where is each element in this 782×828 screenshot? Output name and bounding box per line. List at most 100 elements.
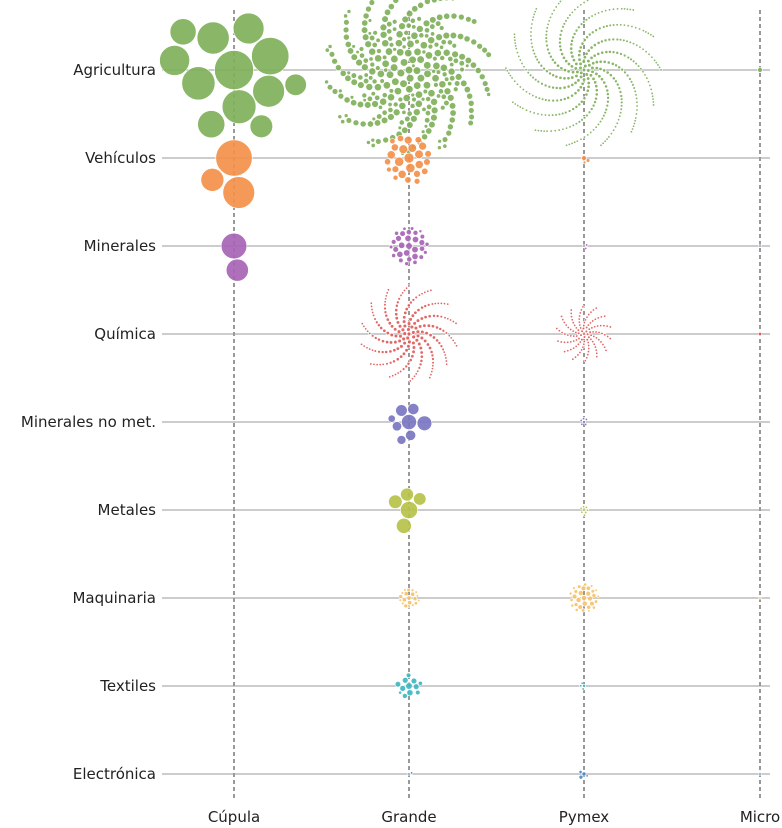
bubble-agricultura-grande xyxy=(392,26,398,32)
bubble-quimica-grande xyxy=(373,349,377,353)
bubble-agricultura-pymex xyxy=(592,53,597,58)
bubble-quimica-pymex xyxy=(585,338,589,342)
bubble-quimica-grande xyxy=(396,371,400,375)
bubble-agricultura-pymex xyxy=(515,51,519,55)
bubble-agricultura-pymex xyxy=(561,127,565,131)
bubble-quimica-grande xyxy=(432,335,436,340)
bubble-electronica-grande xyxy=(407,772,411,776)
bubble-quimica-pymex xyxy=(560,314,564,318)
bubble-agricultura-grande xyxy=(359,120,367,128)
bubble-agricultura-pymex xyxy=(543,113,547,117)
bubble-quimica-pymex xyxy=(575,334,579,338)
bubble-agricultura-grande xyxy=(409,103,416,109)
cell-metales-grande xyxy=(388,487,427,534)
bubble-quimica-grande xyxy=(388,340,394,345)
bubble-minerales-grande xyxy=(398,257,404,263)
bubble-agricultura-grande xyxy=(458,60,465,67)
bubble-agricultura-grande xyxy=(409,17,416,24)
bubble-agricultura-pymex xyxy=(536,112,540,116)
bubble-quimica-pymex xyxy=(582,339,586,343)
bubble-agricultura-pymex xyxy=(566,84,571,89)
bubble-agricultura-pymex xyxy=(593,12,597,16)
bubble-maquinaria-pymex xyxy=(592,605,596,610)
bubble-quimica-grande xyxy=(373,317,377,321)
bubble-quimica-grande xyxy=(415,333,421,338)
bubble-agricultura-pymex xyxy=(575,139,579,143)
bubble-quimica-pymex xyxy=(556,339,560,343)
bubble-quimica-pymex xyxy=(594,306,598,310)
bubble-metales-grande xyxy=(413,492,427,506)
bubble-agricultura-grande xyxy=(449,109,457,117)
bubble-agricultura-pymex xyxy=(614,125,618,129)
bubble-quimica-grande xyxy=(428,333,433,338)
bubble-quimica-grande xyxy=(420,329,425,335)
bubble-agricultura-grande xyxy=(408,55,417,64)
cell-quimica-micro xyxy=(758,332,762,336)
bubble-agricultura-pymex xyxy=(647,52,651,56)
bubble-minerales-no-met-grande xyxy=(395,404,408,417)
bubble-maquinaria-pymex xyxy=(578,590,584,596)
bubble-agricultura-pymex xyxy=(529,34,533,38)
bubble-quimica-grande xyxy=(368,347,372,351)
bubble-agricultura-grande xyxy=(432,61,441,70)
bubble-quimica-pymex xyxy=(572,346,576,350)
bubble-agricultura-pymex xyxy=(601,141,605,145)
bubble-minerales-grande xyxy=(419,233,425,240)
bubble-quimica-grande xyxy=(391,374,395,378)
bubble-quimica-grande xyxy=(414,338,419,343)
bubble-agricultura-pymex xyxy=(603,139,607,143)
bubble-agricultura-grande xyxy=(463,35,471,43)
bubble-textiles-grande xyxy=(402,677,409,684)
bubble-quimica-grande xyxy=(379,326,384,330)
bubble-agricultura-grande xyxy=(430,98,438,106)
bubble-agricultura-grande xyxy=(344,40,352,48)
bubble-quimica-grande xyxy=(443,302,447,306)
bubble-agricultura-pymex xyxy=(620,7,624,11)
bubble-quimica-pymex xyxy=(589,337,593,341)
bubble-textiles-pymex xyxy=(580,681,584,685)
bubble-agricultura-pymex xyxy=(554,86,559,90)
bubble-agricultura-pymex xyxy=(513,35,517,39)
bubble-minerales-pymex xyxy=(584,246,588,250)
bubble-minerales-grande xyxy=(392,246,399,253)
bubble-agricultura-grande xyxy=(335,64,342,71)
bubble-maquinaria-pymex xyxy=(590,589,595,594)
bubble-agricultura-grande xyxy=(376,48,382,54)
bubble-agricultura-pymex xyxy=(579,99,584,104)
bubble-agricultura-grande xyxy=(365,83,374,91)
bubble-agricultura-grande xyxy=(364,101,372,109)
bubble-maquinaria-pymex xyxy=(570,603,575,608)
bubble-agricultura-grande xyxy=(481,46,488,54)
bubble-quimica-grande xyxy=(393,333,399,339)
bubble-vehiculos-grande xyxy=(391,165,400,173)
bubble-maquinaria-pymex xyxy=(586,604,592,610)
bubble-agricultura-pymex xyxy=(532,12,536,16)
bubble-maquinaria-micro xyxy=(758,596,762,600)
bubble-agricultura-pymex xyxy=(582,0,586,5)
bubble-agricultura-grande xyxy=(387,35,394,42)
bubble-metales-pymex xyxy=(582,505,586,509)
bubble-maquinaria-pymex xyxy=(573,589,578,594)
bubble-minerales-grande xyxy=(411,253,419,260)
bubble-agricultura-pymex xyxy=(602,80,607,85)
bubble-agricultura-pymex xyxy=(554,5,558,9)
bubble-agricultura-pymex xyxy=(616,7,620,11)
bubble-agricultura-pymex xyxy=(618,114,622,118)
bubble-minerales-no-met-pymex xyxy=(579,418,583,422)
bubble-agricultura-grande xyxy=(399,79,408,88)
bubble-quimica-pymex xyxy=(569,340,573,344)
bubble-agricultura-pymex xyxy=(513,102,517,106)
bubble-quimica-pymex xyxy=(592,334,596,338)
bubble-agricultura-pymex xyxy=(557,2,561,6)
bubble-vehiculos-grande xyxy=(407,143,417,153)
bubble-agricultura-pymex xyxy=(561,25,565,29)
bubble-agricultura-grande xyxy=(439,63,448,72)
bubble-agricultura-pymex xyxy=(606,99,610,104)
bubble-agricultura-pymex xyxy=(587,32,592,37)
bubble-agricultura-pymex xyxy=(634,93,638,97)
bubble-agricultura-grande xyxy=(381,92,388,99)
bubble-minerales-no-met-grande xyxy=(416,415,433,431)
bubble-minerales-grande xyxy=(403,249,411,257)
bubble-agricultura-cupula xyxy=(232,12,265,45)
bubble-agricultura-grande xyxy=(458,13,465,21)
